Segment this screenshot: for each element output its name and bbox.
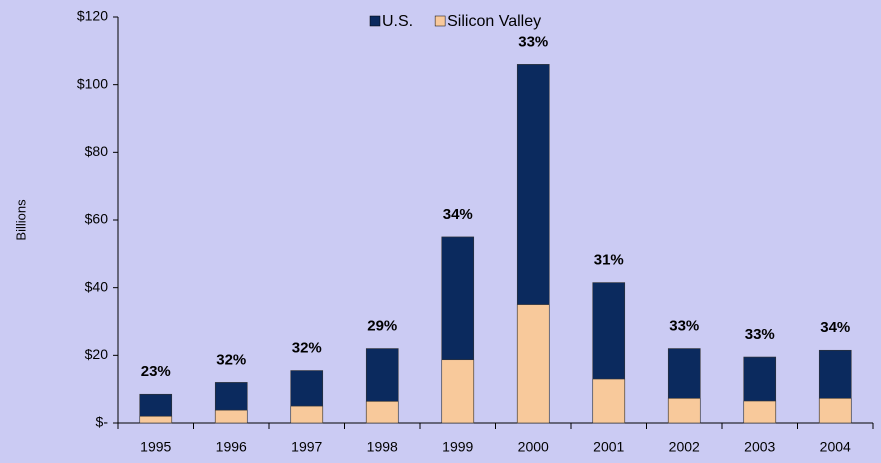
share-label: 32% <box>216 351 246 368</box>
bar <box>818 398 852 424</box>
bar <box>139 415 173 424</box>
bar <box>441 359 475 424</box>
bar <box>667 398 701 424</box>
share-label: 34% <box>820 319 850 336</box>
share-label: 33% <box>745 326 775 343</box>
share-label: 32% <box>292 340 322 357</box>
x-tick-label: 2000 <box>518 439 549 455</box>
y-axis-label: Billions <box>13 199 28 241</box>
x-tick-label: 1998 <box>367 439 398 455</box>
y-tick-label: $60 <box>85 211 109 227</box>
bar <box>516 304 550 424</box>
legend-swatch <box>434 15 446 27</box>
y-tick-label: $- <box>96 414 109 430</box>
y-tick-label: $80 <box>85 143 109 159</box>
x-tick-label: 2003 <box>744 439 775 455</box>
legend-swatch <box>369 15 381 27</box>
x-tick-label: 2001 <box>593 439 624 455</box>
legend-label: Silicon Valley <box>447 13 541 30</box>
y-tick-label: $120 <box>77 8 108 24</box>
x-tick-label: 2004 <box>820 439 851 455</box>
x-tick-label: 1997 <box>291 439 322 455</box>
bar <box>214 409 248 424</box>
x-tick-label: 1996 <box>216 439 247 455</box>
bar <box>365 401 399 424</box>
bar <box>743 400 777 424</box>
legend-label: U.S. <box>382 13 413 30</box>
share-label: 23% <box>141 363 171 380</box>
x-tick-label: 2002 <box>669 439 700 455</box>
share-label: 31% <box>594 252 624 269</box>
x-tick-label: 1999 <box>442 439 473 455</box>
y-tick-label: $100 <box>77 75 108 91</box>
y-tick-label: $40 <box>85 278 109 294</box>
bar <box>290 405 324 424</box>
y-tick-label: $20 <box>85 346 109 362</box>
share-label: 33% <box>518 33 548 50</box>
x-tick-label: 1995 <box>140 439 171 455</box>
share-label: 33% <box>669 318 699 335</box>
share-label: 34% <box>443 206 473 223</box>
bar <box>592 378 626 424</box>
share-label: 29% <box>367 318 397 335</box>
